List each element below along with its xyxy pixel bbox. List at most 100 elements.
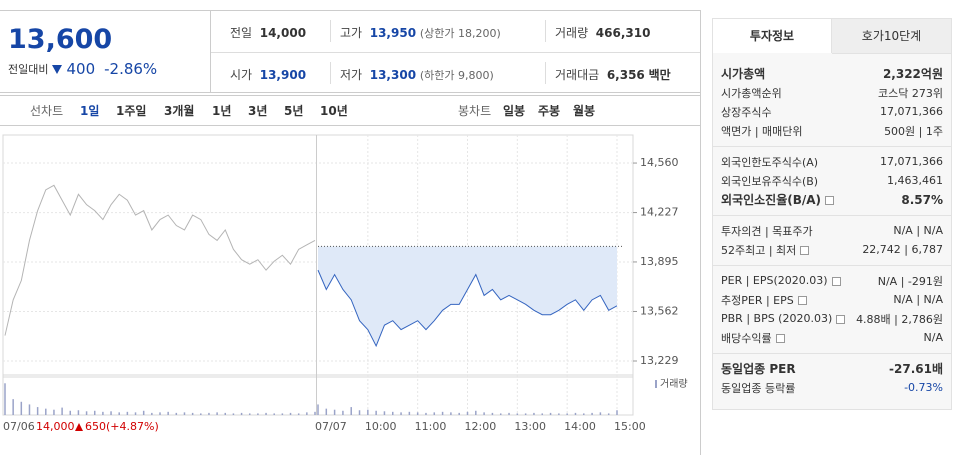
volume-bar [433,412,436,415]
info-group: 시가총액 2,322억원 시가총액순위 코스닥 273위 상장주식수 17,071,366… [713,59,951,147]
info-panel: 투자정보 호가10단계 시가총액 2,322억원 시가총액순위 코스닥 273위 상장주… [712,18,952,410]
down-arrow [52,65,63,74]
volume-bar [248,413,251,415]
volume-bar [425,412,427,415]
info-group: 외국인한도주식수(A) 17,071,366 외국인보유주식수(B) 1,463,46… [713,147,951,216]
info-row: 액면가 | 매매단위 500원 | 1주 [721,121,943,140]
tab[interactable]: 1일 [80,104,100,118]
tab[interactable]: 호가10단계 [832,19,951,54]
help-icon[interactable] [797,296,807,305]
info-label: 상장주식수 [721,104,772,120]
tab[interactable]: 월봉 [573,104,596,118]
label: 저가 [340,68,363,82]
info-groups: 시가총액 2,322억원 시가총액순위 코스닥 273위 상장주식수 17,071,366… [713,59,951,403]
help-icon[interactable] [831,276,841,286]
plot-frame [2,134,634,378]
info-value: 1,463,461 [887,174,943,187]
label-text: 시가총액 [721,67,766,81]
volume-bar [61,407,63,415]
info-value: 500원 | 1주 [884,124,943,138]
info-group: 투자의견 | 목표주가 N/A | N/A 52주최고 | 최저 22,742 | 6… [713,216,951,266]
volume-bar [126,411,129,415]
legend-label: 거래량 [660,378,688,390]
frame-line [545,20,546,42]
volume-bar [317,404,319,415]
info-value: 4.88배 | 2,786원 [856,312,943,326]
tab[interactable]: 10년 [320,104,348,118]
frame-line [545,62,546,84]
summary-item: 저가 13,300 (하한가 9,800) [340,66,494,83]
label: 고가 [340,26,363,40]
info-label: 액면가 | 매매단위 [721,123,803,139]
summary-item: 거래량 466,310 [555,24,650,41]
info-row: 추정PER | EPS N/A | N/A [721,290,943,309]
info-row: 투자의견 | 목표주가 N/A | N/A [721,221,943,240]
volume-bar [325,408,328,415]
frame-line [0,92,700,93]
change-label: 전일대비 [8,63,49,76]
info-row: 시가총액 2,322억원 [721,64,943,83]
info-group: PER | EPS(2020.03) N/A | -291원 추정PER | EPS… [713,266,951,354]
tab[interactable]: 주봉 [538,104,561,118]
volume-bar [281,413,284,415]
info-label: 투자의견 | 목표주가 [721,223,813,239]
volume-bar [367,409,369,415]
volume-bar [524,413,527,415]
label-text: PBR | BPS (2020.03) [721,312,833,325]
label: 전일 [230,26,253,40]
frame-line [0,125,700,126]
volume-bar [273,413,275,415]
info-label: 시가총액순위 [721,85,782,101]
summary-item: 시가 13,900 [230,66,306,83]
value: 466,310 [595,26,651,40]
volume-bar [491,412,494,415]
help-icon[interactable] [825,196,835,205]
volume-bar [591,412,593,415]
volume-bar [175,412,178,415]
volume-bar [142,410,145,415]
summary-item: 전일 14,000 [230,24,306,41]
tab[interactable]: 투자정보 [713,19,832,53]
tab[interactable]: 3개월 [164,104,195,118]
x-tick-label: 14:00 [564,420,596,433]
info-label: 52주최고 | 최저 [721,242,810,258]
volume-bar [36,407,39,415]
label-text: 외국인소진율(B/A) [721,193,822,207]
info-label: PER | EPS(2020.03) [721,274,841,287]
help-icon[interactable] [800,246,810,255]
volume-bar [265,412,267,415]
volume-bar [333,409,336,415]
volume-bar [392,411,394,415]
volume-bar [159,412,161,415]
x-tick-label: 15:00 [614,420,646,433]
info-label: 외국인한도주식수(A) [721,154,818,170]
info-label: 동일업종 PER [721,360,796,377]
help-icon[interactable] [836,314,846,324]
volume-bar [45,408,47,415]
info-row: 동일업종 등락률 -0.73% [721,378,943,397]
volume-bar [466,411,469,415]
tab[interactable]: 3년 [248,104,268,118]
info-row: 52주최고 | 최저 22,742 | 6,787 [721,240,943,259]
area-fill [318,246,617,346]
help-icon[interactable] [775,334,785,343]
info-row: PER | EPS(2020.03) N/A | -291원 [721,271,943,290]
tab[interactable]: 일봉 [503,104,526,118]
tab[interactable]: 1년 [212,104,232,118]
x-tick-label: 13:00 [514,420,546,433]
info-row: PBR | BPS (2020.03) 4.88배 | 2,786원 [721,309,943,328]
info-value: 22,742 | 6,787 [862,243,943,256]
x-tick-label: 07/06 [3,420,35,433]
note: (하한가 9,800) [419,69,494,82]
volume-bar [558,413,560,415]
tab[interactable]: 5년 [284,104,304,118]
volume-bar [20,401,23,415]
value: 6,356 [606,68,645,82]
tab[interactable]: 1주일 [116,104,147,118]
volume-bar [306,412,308,415]
volume-bar [134,412,137,415]
volume-bar [289,412,292,415]
summary-item: 거래대금 6,356 백만 [555,66,671,83]
info-row: 동일업종 PER -27.61배 [721,359,943,378]
